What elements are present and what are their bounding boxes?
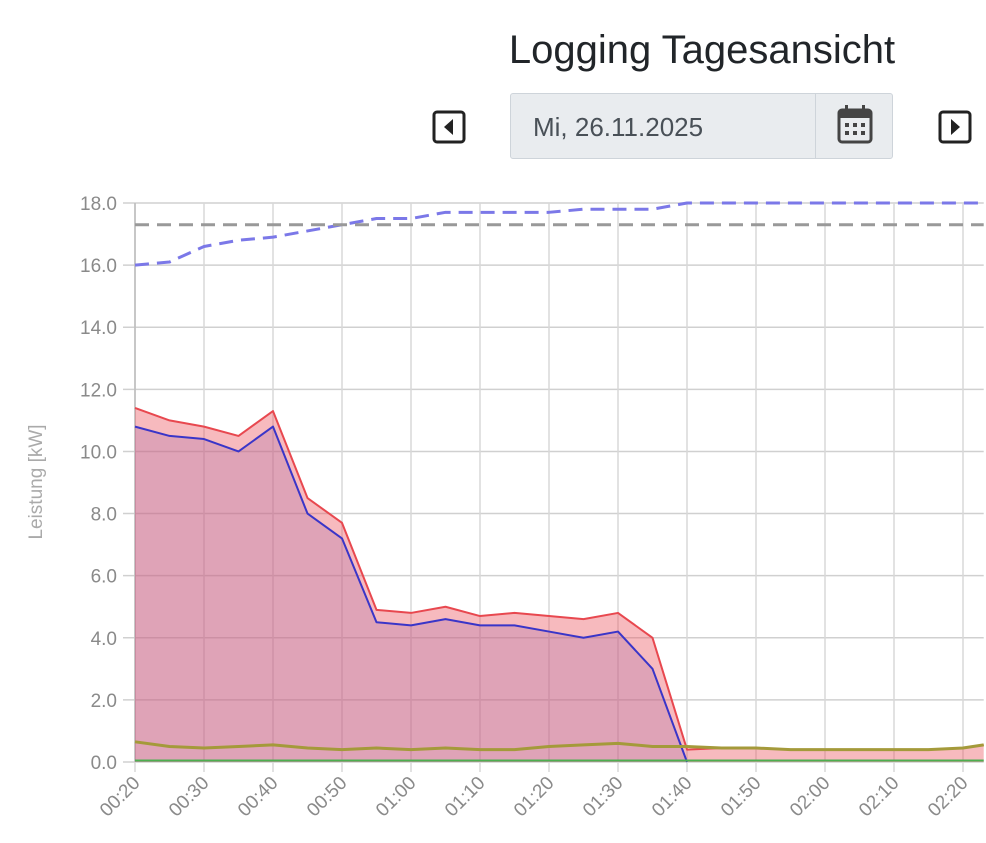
series-line bbox=[134, 201, 984, 267]
y-tick-label: 12.0 bbox=[80, 380, 117, 401]
x-tick-label: 00:30 bbox=[165, 773, 213, 821]
y-tick-label: 14.0 bbox=[80, 318, 117, 339]
x-tick-label: 01:50 bbox=[717, 773, 765, 821]
series-line bbox=[134, 425, 688, 763]
title: Logging Tagesansicht bbox=[508, 28, 896, 72]
x-tick-label: 00:40 bbox=[234, 773, 282, 821]
x-tick-label: 02:20 bbox=[924, 773, 972, 821]
y-tick-label: 6.0 bbox=[91, 567, 117, 588]
y-tick-label: 0.0 bbox=[91, 753, 117, 774]
x-tick-label: 02:00 bbox=[786, 773, 834, 821]
y-axis-label: Leistung [kW] bbox=[26, 424, 47, 539]
y-tick-label: 2.0 bbox=[91, 691, 117, 712]
x-tick-label: 01:20 bbox=[510, 773, 558, 821]
area-fill bbox=[135, 407, 984, 762]
series-line bbox=[134, 740, 984, 752]
y-tick-label: 18.0 bbox=[80, 194, 117, 215]
next-day-button[interactable] bbox=[938, 110, 972, 144]
x-tick-label: 01:10 bbox=[441, 773, 489, 821]
x-tick-label: 02:10 bbox=[855, 773, 903, 821]
date-input[interactable]: Mi, 26.11.2025 bbox=[510, 93, 893, 159]
x-tick-label: 01:40 bbox=[648, 773, 696, 821]
x-tick-label: 00:20 bbox=[96, 773, 144, 821]
x-tick-label: 01:30 bbox=[579, 773, 627, 821]
date-text: Mi, 26.11.2025 bbox=[533, 112, 704, 142]
y-tick-label: 4.0 bbox=[91, 629, 117, 650]
x-tick-label: 01:00 bbox=[372, 773, 420, 821]
x-tick-label: 00:50 bbox=[303, 773, 351, 821]
prev-day-button[interactable] bbox=[432, 110, 466, 144]
area-fill bbox=[135, 426, 687, 762]
y-tick-label: 8.0 bbox=[91, 505, 117, 526]
y-tick-label: 10.0 bbox=[80, 442, 117, 463]
y-tick-label: 16.0 bbox=[80, 256, 117, 277]
calendar-button[interactable] bbox=[815, 94, 894, 158]
